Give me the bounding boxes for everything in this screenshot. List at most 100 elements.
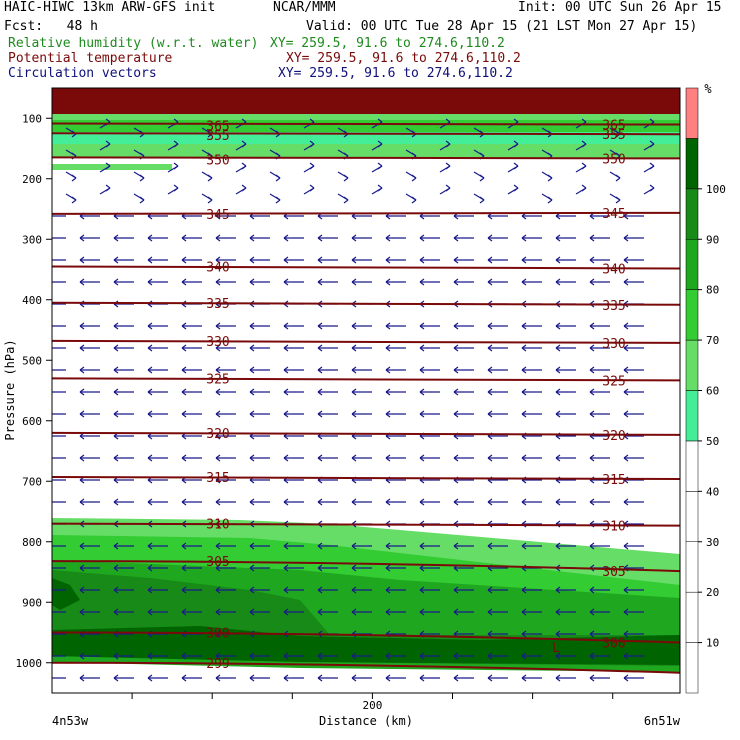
theta-contour-label: 330	[602, 337, 625, 352]
vector-arrowhead	[419, 278, 425, 286]
colorbar-swatch	[685, 87, 699, 139]
vector-arrowhead	[547, 196, 553, 204]
theta-contour-label: 305	[206, 555, 229, 570]
vector-arrowhead	[215, 498, 221, 506]
y-axis: 100 200 300 400 500 600 700 800 900 1000	[16, 112, 52, 670]
theta-contour-label: 365	[206, 120, 229, 135]
vector-arrowhead	[317, 652, 323, 660]
vector-arrowhead	[181, 234, 187, 242]
vector-arrowhead	[589, 366, 595, 374]
vector-arrowhead	[479, 196, 485, 204]
vector-arrowhead	[615, 196, 621, 204]
low-marker: L	[552, 641, 560, 656]
vector-arrowhead	[46, 543, 50, 549]
vector-arrowhead	[385, 344, 391, 352]
vector-arrowhead	[249, 498, 255, 506]
vector-arrowhead	[249, 366, 255, 374]
vector-arrowhead	[249, 322, 255, 330]
vector-arrowhead	[581, 140, 587, 148]
colorbar-tick-label: 20	[706, 586, 719, 599]
vector-arrowhead	[249, 652, 255, 660]
vec-field-label: Circulation vectors	[8, 66, 157, 81]
vector-arrowhead	[385, 498, 391, 506]
vector-arrowhead	[283, 366, 289, 374]
vector-arrowhead	[317, 256, 323, 264]
vector-arrowhead	[283, 454, 289, 462]
vector-arrowhead	[487, 234, 493, 242]
vector-arrowhead	[79, 256, 85, 264]
vector-arrowhead	[105, 162, 111, 170]
vector-arrowhead	[147, 344, 153, 352]
vector-arrowhead	[419, 344, 425, 352]
vector-arrowhead	[453, 256, 459, 264]
vector-arrowhead	[317, 542, 323, 550]
vector-arrowhead	[351, 542, 357, 550]
theta-contour-line	[52, 631, 680, 644]
y-tick-label: 700	[22, 475, 42, 488]
vector-arrowhead	[521, 256, 527, 264]
vector-arrowhead	[215, 388, 221, 396]
vector-arrowhead	[555, 278, 561, 286]
theta-contour-label: 355	[206, 129, 229, 144]
vector-arrowhead	[589, 586, 595, 594]
vector-arrowhead	[46, 653, 50, 659]
vector-arrowhead	[215, 586, 221, 594]
vector-arrowhead	[46, 499, 50, 505]
vector-arrowhead	[623, 410, 629, 418]
vector-arrowhead	[139, 174, 145, 182]
vector-arrowhead	[589, 498, 595, 506]
vector-arrowhead	[351, 410, 357, 418]
vector-arrowhead	[521, 542, 527, 550]
vector-arrowhead	[46, 521, 50, 527]
vector-arrowhead	[46, 609, 50, 615]
vector-arrowhead	[283, 498, 289, 506]
vector-arrowhead	[487, 256, 493, 264]
vector-arrowhead	[46, 411, 50, 417]
vector-arrowhead	[283, 608, 289, 616]
y-tick-label: 600	[22, 415, 42, 428]
vector-arrowhead	[215, 278, 221, 286]
colorbar-swatch	[685, 239, 699, 290]
vector-arrowhead	[105, 184, 111, 192]
colorbar-tick-label: 100	[706, 183, 726, 196]
vector-arrowhead	[351, 278, 357, 286]
vector-arrowhead	[309, 162, 315, 170]
vector-arrowhead	[46, 323, 50, 329]
vector-arrowhead	[555, 410, 561, 418]
vector-arrowhead	[139, 196, 145, 204]
vector-arrowhead	[113, 674, 119, 682]
vector-arrowhead	[181, 388, 187, 396]
vector-arrowhead	[215, 410, 221, 418]
vector-arrowhead	[547, 174, 553, 182]
colorbar-tick-label: 30	[706, 536, 719, 549]
vector-arrowhead	[207, 174, 213, 182]
x-tick-label: 200	[362, 699, 382, 712]
vector-arrowhead	[487, 630, 493, 638]
vector-arrowhead	[309, 140, 315, 148]
vector-arrowhead	[623, 256, 629, 264]
vector-arrowhead	[411, 196, 417, 204]
vector-arrowhead	[79, 278, 85, 286]
theta-contour-label: 310	[206, 518, 229, 533]
vector-arrowhead	[147, 674, 153, 682]
vector-arrowhead	[113, 366, 119, 374]
theta-contour-label: 365	[602, 119, 625, 134]
vector-arrowhead	[487, 388, 493, 396]
theta-contour-label: 335	[206, 297, 229, 312]
vector-arrowhead	[385, 366, 391, 374]
vector-arrowhead	[207, 196, 213, 204]
vector-arrowhead	[147, 234, 153, 242]
vector-arrowhead	[147, 652, 153, 660]
theta-contour-label: 310	[602, 520, 625, 535]
vector-arrowhead	[283, 322, 289, 330]
y-tick-label: 800	[22, 536, 42, 549]
colorbar-swatch	[685, 642, 699, 694]
colorbar-swatch	[685, 390, 699, 442]
vector-arrowhead	[623, 366, 629, 374]
rh-shading	[52, 88, 680, 693]
vector-arrowhead	[555, 586, 561, 594]
forecast-hour: Fcst: 48 h	[4, 19, 98, 34]
vector-arrowhead	[385, 564, 391, 572]
theta-contour-label: 345	[602, 207, 625, 222]
theta-contour-line	[52, 431, 680, 436]
